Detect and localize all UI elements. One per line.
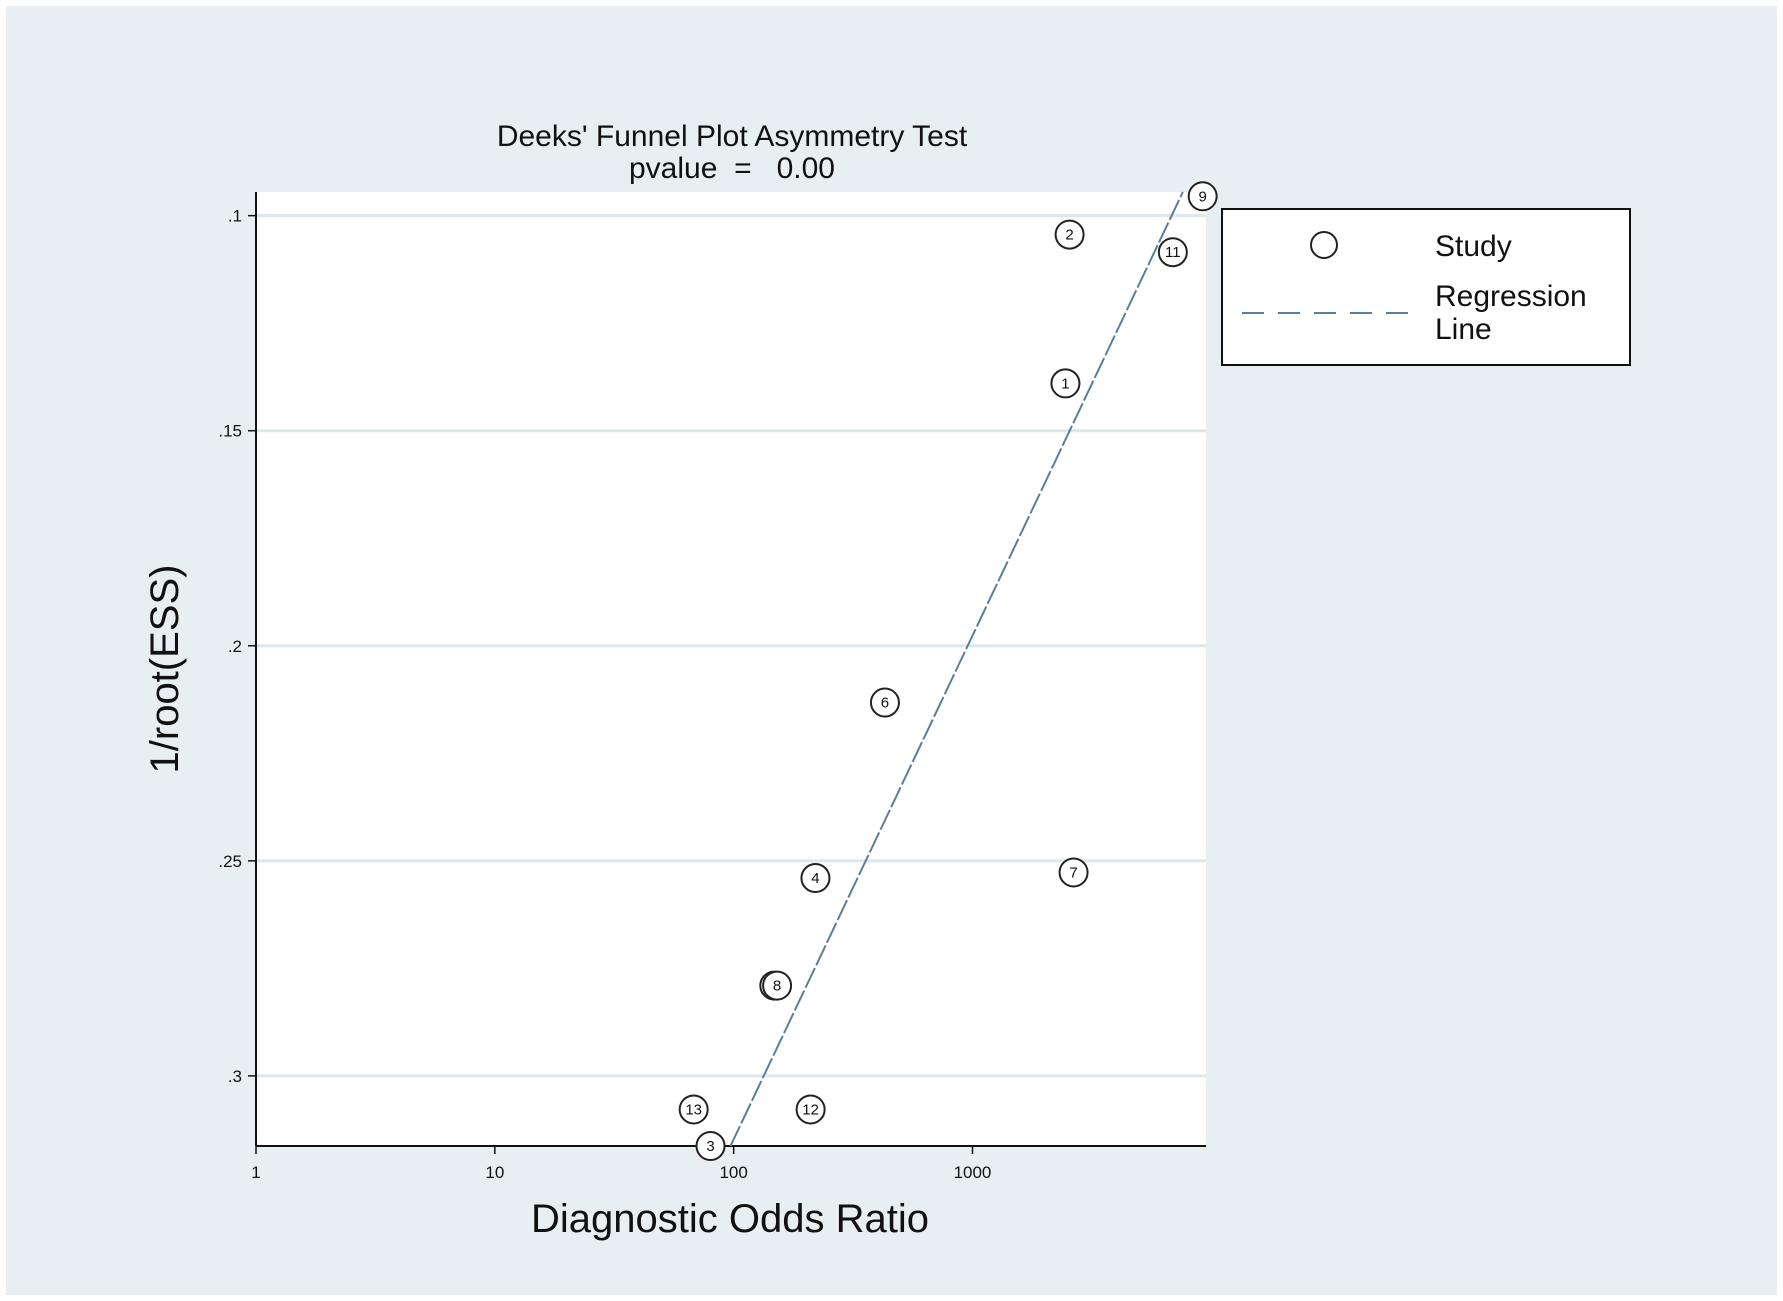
y-tick-label: .15 <box>218 422 242 441</box>
legend-box <box>1221 208 1631 366</box>
y-tick-label: .1 <box>228 207 242 226</box>
study-marker <box>795 1094 826 1125</box>
study-point-11: 11 <box>1157 237 1188 268</box>
study-point-2: 2 <box>1054 219 1085 250</box>
legend-regression-label: Regression Line <box>1435 280 1587 346</box>
chart-title: Deeks' Funnel Plot Asymmetry Test <box>497 120 968 153</box>
study-label: 8 <box>773 978 781 995</box>
study-point-3: 3 <box>695 1131 726 1161</box>
study-marker <box>869 687 900 718</box>
study-point-6: 6 <box>869 687 900 718</box>
chart-subtitle: pvalue = 0.00 <box>629 152 835 185</box>
study-label: 6 <box>881 695 889 712</box>
legend: Study Regression Line <box>1221 208 1631 366</box>
legend-regression-label-line2: Line <box>1435 313 1492 346</box>
x-tick-label: 100 <box>719 1163 747 1182</box>
study-marker <box>1157 237 1188 268</box>
regression-layer <box>729 191 1184 1147</box>
study-point-8: 8 <box>762 970 793 1001</box>
study-marker <box>695 1131 726 1161</box>
study-point-12: 12 <box>795 1094 826 1125</box>
study-label: 1 <box>1061 375 1069 392</box>
study-marker <box>800 863 831 894</box>
study-point-9: 9 <box>1187 181 1218 212</box>
y-axis-label: 1/root(ESS) <box>143 565 187 774</box>
study-marker <box>762 970 793 1001</box>
study-label: 11 <box>1165 244 1181 261</box>
x-tick-label: 10 <box>485 1163 504 1182</box>
study-marker <box>1058 857 1089 888</box>
study-label: 13 <box>685 1101 702 1118</box>
plot-area <box>256 192 1206 1146</box>
x-tick-label: 1 <box>251 1163 260 1182</box>
study-label: 4 <box>811 870 819 887</box>
y-tick-label: .25 <box>218 852 242 871</box>
y-axis-ticks: .1 .15 .2 .25 .3 <box>218 207 256 1086</box>
study-marker <box>1054 219 1085 250</box>
y-tick-label: .3 <box>228 1067 242 1086</box>
legend-study-label: Study <box>1435 230 1512 263</box>
study-point-4: 4 <box>800 863 831 894</box>
legend-regression-label-line1: Regression <box>1435 280 1587 313</box>
study-marker <box>678 1094 709 1125</box>
x-axis-ticks: 1 10 100 1000 <box>251 1146 991 1182</box>
study-label: 9 <box>1198 188 1206 205</box>
y-tick-label: .2 <box>228 637 242 656</box>
study-marker <box>1050 368 1081 399</box>
study-label: 12 <box>802 1101 819 1118</box>
study-point-1: 1 <box>1050 368 1081 399</box>
study-point-7: 7 <box>1058 857 1089 888</box>
grid-lines <box>256 214 1206 1078</box>
study-point-13: 13 <box>678 1094 709 1125</box>
study-label: 3 <box>706 1138 714 1155</box>
study-marker <box>1187 181 1218 212</box>
regression-line <box>729 191 1184 1147</box>
x-axis-label: Diagnostic Odds Ratio <box>531 1197 929 1241</box>
study-label: 2 <box>1065 227 1073 244</box>
x-tick-label: 1000 <box>954 1163 992 1182</box>
study-label: 7 <box>1069 864 1077 881</box>
legend-study-marker <box>1310 231 1338 259</box>
study-points: 9211167410813123 <box>678 181 1218 1161</box>
